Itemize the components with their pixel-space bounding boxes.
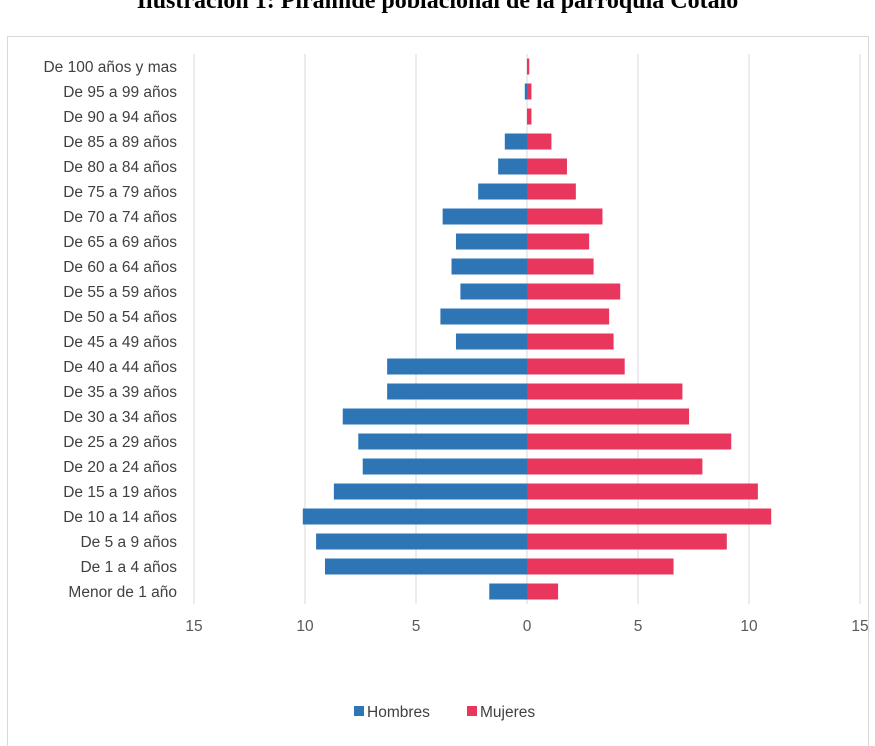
category-labels: Menor de 1 año De 1 a 4 años De 5 a 9 años… — [43, 59, 177, 601]
x-tick-label: 5 — [412, 618, 421, 635]
bar-hombres-10 — [455, 333, 527, 350]
x-tick-label: 10 — [296, 618, 314, 635]
bar-mujeres-0 — [527, 583, 559, 600]
bar-mujeres-9 — [527, 358, 625, 375]
bar-hombres-1 — [324, 558, 527, 575]
chart-title: Ilustración 1: Pirámide poblacional de l… — [136, 0, 739, 14]
bar-mujeres-13 — [527, 258, 594, 275]
bar-hombres-13 — [451, 258, 527, 275]
bar-hombres-0 — [489, 583, 527, 600]
bar-mujeres-17 — [527, 158, 567, 175]
x-tick-label: 0 — [523, 618, 532, 635]
bar-hombres-20 — [524, 83, 527, 100]
bar-mujeres-20 — [527, 83, 532, 100]
legend-label-mujeres: Mujeres — [480, 704, 535, 721]
category-label: De 10 a 14 años — [63, 509, 177, 526]
bar-mujeres-7 — [527, 408, 690, 425]
category-label: Menor de 1 año — [68, 584, 177, 601]
category-label: De 60 a 64 años — [63, 259, 177, 276]
category-label: De 70 a 74 años — [63, 209, 177, 226]
category-label: De 55 a 59 años — [63, 284, 177, 301]
category-label: De 100 años y mas — [43, 59, 177, 76]
bar-mujeres-4 — [527, 483, 758, 500]
bar-mujeres-15 — [527, 208, 603, 225]
x-tick-label: 15 — [185, 618, 202, 635]
bar-hombres-11 — [440, 308, 527, 325]
bar-mujeres-18 — [527, 133, 552, 150]
bar-hombres-18 — [504, 133, 527, 150]
bar-hombres-9 — [387, 358, 527, 375]
category-label: De 50 a 54 años — [63, 309, 177, 326]
bar-hombres-8 — [387, 383, 527, 400]
legend: Hombres Mujeres — [354, 704, 535, 721]
bar-mujeres-11 — [527, 308, 610, 325]
bar-mujeres-19 — [527, 108, 532, 125]
category-label: De 1 a 4 años — [80, 559, 177, 576]
bar-hombres-14 — [455, 233, 527, 250]
chart-frame — [7, 36, 869, 746]
category-label: De 80 a 84 años — [63, 159, 177, 176]
bar-mujeres-2 — [527, 533, 727, 550]
bars — [302, 58, 772, 600]
legend-swatch-hombres — [354, 706, 364, 716]
legend-label-hombres: Hombres — [367, 704, 430, 721]
bar-mujeres-6 — [527, 433, 732, 450]
bar-hombres-17 — [498, 158, 527, 175]
category-label: De 85 a 89 años — [63, 134, 177, 151]
bar-mujeres-8 — [527, 383, 683, 400]
bar-hombres-2 — [316, 533, 527, 550]
category-label: De 15 a 19 años — [63, 484, 177, 501]
bar-mujeres-5 — [527, 458, 703, 475]
bar-mujeres-1 — [527, 558, 674, 575]
x-tick-labels: 15 10 5 0 5 10 15 — [185, 618, 868, 635]
bar-hombres-12 — [460, 283, 527, 300]
category-label: De 30 a 34 años — [63, 409, 177, 426]
category-label: De 5 a 9 años — [80, 534, 177, 551]
category-label: De 95 a 99 años — [63, 84, 177, 101]
bar-mujeres-3 — [527, 508, 772, 525]
bar-hombres-16 — [478, 183, 527, 200]
bar-mujeres-10 — [527, 333, 614, 350]
bar-mujeres-14 — [527, 233, 590, 250]
bar-mujeres-12 — [527, 283, 621, 300]
bar-hombres-15 — [442, 208, 527, 225]
bar-hombres-6 — [358, 433, 527, 450]
legend-swatch-mujeres — [467, 706, 477, 716]
x-tick-label: 10 — [740, 618, 758, 635]
bar-hombres-7 — [342, 408, 527, 425]
category-label: De 35 a 39 años — [63, 384, 177, 401]
category-label: De 25 a 29 años — [63, 434, 177, 451]
bar-hombres-4 — [333, 483, 527, 500]
bar-hombres-5 — [362, 458, 527, 475]
x-tick-label: 5 — [634, 618, 643, 635]
category-label: De 90 a 94 años — [63, 109, 177, 126]
category-label: De 40 a 44 años — [63, 359, 177, 376]
category-label: De 45 a 49 años — [63, 334, 177, 351]
bar-mujeres-16 — [527, 183, 576, 200]
bar-hombres-3 — [302, 508, 527, 525]
bar-mujeres-21 — [527, 58, 530, 75]
category-label: De 75 a 79 años — [63, 184, 177, 201]
category-label: De 65 a 69 años — [63, 234, 177, 251]
category-label: De 20 a 24 años — [63, 459, 177, 476]
x-tick-label: 15 — [851, 618, 868, 635]
